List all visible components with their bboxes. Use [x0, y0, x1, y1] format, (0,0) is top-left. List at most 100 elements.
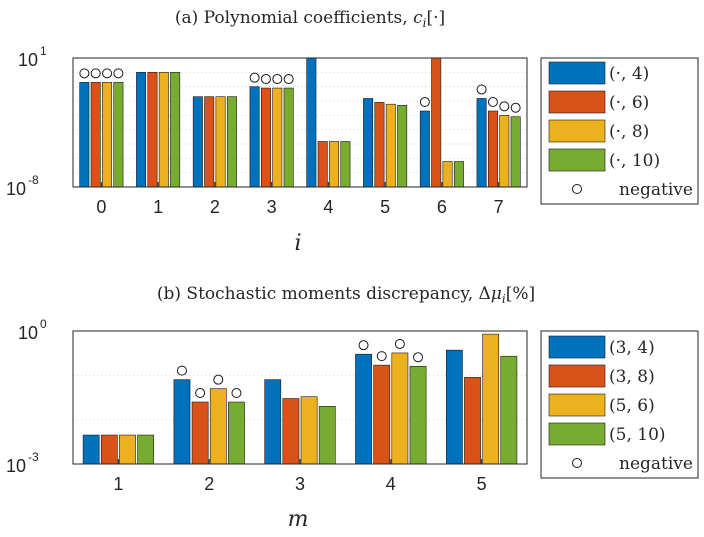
chart-b-negative-markers: [176, 338, 424, 399]
chart-a-y-tick-bottom: 10 -8: [6, 173, 39, 199]
bar: [79, 82, 90, 188]
bar: [264, 379, 282, 465]
chart-b-legend: (3, 4) (3, 8) (5, 6) (5, 10) negative: [540, 330, 699, 479]
bar: [147, 72, 158, 188]
legend-label: (3, 8): [609, 367, 655, 387]
negative-marker: [249, 72, 260, 83]
bar: [500, 355, 518, 465]
bar: [317, 141, 328, 188]
bar: [136, 72, 147, 188]
chart-a-bars: [79, 57, 521, 188]
x-tick-label: 3: [267, 197, 277, 217]
x-tick-label: 5: [477, 474, 487, 494]
chart-a-ytick-top-base: 10: [18, 50, 38, 70]
negative-marker: [487, 97, 498, 108]
negative-marker: [510, 102, 521, 113]
bar: [249, 86, 260, 188]
bar: [464, 377, 481, 465]
chart-b-y-tick-bottom: 10 -3: [6, 450, 39, 476]
chart-a-ytick-top-exp: 1: [40, 44, 47, 58]
negative-marker: [213, 374, 224, 385]
legend-swatch: [548, 335, 606, 359]
legend-negative-marker: [572, 458, 582, 468]
chart-b-ytick-top-exp: 0: [40, 317, 47, 331]
legend-swatch: [548, 119, 606, 143]
bar: [158, 72, 169, 188]
legend-label: (5, 6): [609, 396, 655, 416]
bar: [373, 364, 391, 465]
legend-negative-label: negative: [619, 454, 693, 474]
bar: [499, 115, 510, 188]
negative-marker: [260, 74, 271, 85]
x-tick-label: 0: [96, 197, 106, 217]
legend-negative-label: negative: [619, 180, 693, 200]
bar: [192, 96, 203, 188]
negative-marker: [195, 388, 206, 399]
negative-marker: [79, 68, 90, 79]
x-tick-label: 6: [437, 197, 447, 217]
negative-marker: [358, 340, 369, 351]
chart-b-bars: [82, 333, 518, 465]
negative-marker: [499, 101, 510, 112]
bar: [226, 96, 237, 188]
negative-marker: [413, 352, 424, 363]
bar: [170, 72, 181, 188]
bar: [113, 82, 124, 188]
bar: [419, 110, 430, 188]
chart-b-y-tick-top: 10 0: [18, 317, 47, 343]
chart-a-negative-markers: [79, 68, 521, 113]
negative-marker: [176, 365, 187, 376]
bar: [300, 396, 318, 465]
bar: [482, 333, 500, 465]
bar: [453, 161, 464, 188]
chart-a: (a) Polynomial coefficients, ci[·] 0 1 2 3 4…: [6, 8, 699, 256]
bar: [442, 161, 453, 188]
chart-a-legend: (·, 4) (·, 6) (·, 8) (·, 10) negative: [540, 57, 699, 205]
chart-b-x-axis-label: m: [288, 507, 309, 532]
negative-marker: [419, 97, 430, 108]
bar: [385, 103, 396, 188]
bar: [340, 141, 351, 188]
legend-label: (·, 6): [609, 93, 649, 113]
negative-marker: [272, 74, 283, 85]
x-tick-label: 1: [113, 474, 123, 494]
bar: [318, 406, 336, 465]
bar: [282, 398, 300, 465]
x-tick-label: 4: [323, 197, 333, 217]
legend-label: (·, 10): [609, 151, 660, 171]
chart-a-title: (a) Polynomial coefficients, ci[·]: [175, 8, 445, 30]
legend-label: (5, 10): [609, 425, 666, 445]
legend-label: (·, 8): [609, 122, 649, 142]
legend-swatch: [548, 90, 606, 114]
bar: [329, 141, 340, 188]
chart-a-ytick-bottom-base: 10: [6, 179, 26, 199]
negative-marker: [283, 74, 294, 85]
bar: [100, 434, 118, 465]
bar: [90, 82, 101, 188]
bar: [137, 434, 155, 465]
x-tick-label: 4: [386, 474, 396, 494]
negative-marker: [90, 68, 101, 79]
bar: [487, 110, 498, 188]
chart-b-ytick-top-base: 10: [18, 323, 38, 343]
negative-marker: [394, 338, 405, 349]
legend-label: (·, 4): [609, 64, 649, 84]
bar: [409, 365, 427, 465]
x-tick-label: 3: [295, 474, 305, 494]
chart-a-ytick-bottom-exp: -8: [28, 173, 39, 187]
bar: [397, 105, 408, 188]
legend-swatch: [548, 393, 606, 417]
chart-a-axes-box: [72, 57, 528, 188]
negative-marker: [113, 68, 124, 79]
negative-marker: [102, 68, 113, 79]
bar: [306, 57, 317, 188]
x-tick-label: 2: [204, 474, 214, 494]
chart-b-x-ticks: 1 2 3 4 5: [113, 459, 487, 494]
x-tick-label: 2: [210, 197, 220, 217]
bar: [215, 96, 226, 188]
chart-b-ytick-bottom-base: 10: [6, 456, 26, 476]
bar: [209, 388, 227, 465]
chart-b: (b) Stochastic moments discrepancy, Δμi[…: [6, 284, 699, 532]
bar: [260, 87, 271, 188]
